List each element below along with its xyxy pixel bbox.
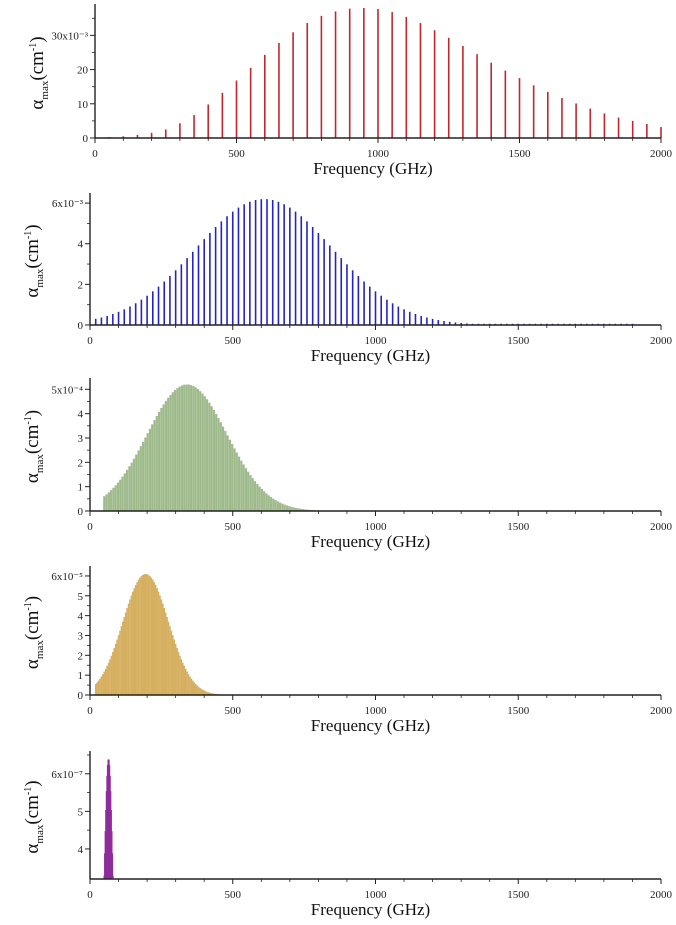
x-tick-label: 1000	[367, 148, 390, 160]
y-tick-label: 4	[78, 611, 84, 623]
y-tick-label: 3	[78, 630, 84, 642]
y-tick-label: 10	[77, 99, 89, 111]
y-tick-label: 0	[83, 133, 89, 145]
x-tick-label: 1000	[365, 335, 388, 347]
x-tick-label: 0	[92, 148, 98, 160]
x-tick-label: 500	[225, 521, 242, 533]
y-tick-label: 6x10⁻⁵	[51, 571, 83, 583]
chart-panel-4: 0 500 1000 1500 2000 0 1 2 3 4 5 6x10⁻⁵ Frequency (G…	[0, 555, 676, 740]
x-tick-label: 500	[225, 889, 242, 901]
chart-4: 0 500 1000 1500 2000 0 1 2 3 4 5 6x10⁻⁵ Frequency (G…	[22, 566, 673, 735]
x-tick-label: 0	[87, 521, 93, 533]
x-tick-label: 500	[225, 705, 242, 717]
chart-5: 0 500 1000 1500 2000 4 5 6x10⁻⁷ Frequency (GHz) α…	[22, 751, 673, 919]
chart-2: 0 500 1000 1500 2000 0 2 4 6x10⁻³ Frequency (GHz)…	[22, 193, 673, 365]
x-tick-label: 2000	[650, 335, 673, 347]
x-tick-label: 500	[228, 148, 245, 160]
x-tick-label: 0	[87, 705, 93, 717]
chart-panel-1: 0 500 1000 1500 2000 0 10 20 30x10⁻³ Frequency (G…	[0, 0, 676, 185]
y-tick-label: 0	[78, 690, 84, 702]
chart-1: 0 500 1000 1500 2000 0 10 20 30x10⁻³ Frequency (G…	[27, 4, 673, 178]
y-tick-label: 20	[77, 65, 89, 77]
y-axis-label: αmax(cm-1)	[22, 224, 46, 297]
y-tick-label: 4	[78, 239, 84, 251]
x-axis-label: Frequency (GHz)	[311, 532, 430, 551]
y-tick-label: 0	[78, 506, 84, 518]
x-tick-label: 2000	[650, 148, 673, 160]
x-axis-label: Frequency (GHz)	[311, 346, 430, 365]
x-axis-label: Frequency (GHz)	[311, 716, 430, 735]
y-tick-label: 3	[78, 433, 84, 445]
x-tick-label: 0	[87, 335, 93, 347]
y-tick-label: 1	[78, 670, 84, 682]
x-tick-label: 1000	[365, 889, 388, 901]
x-tick-label: 0	[87, 889, 93, 901]
x-tick-label: 2000	[650, 705, 673, 717]
y-tick-label: 6x10⁻⁷	[51, 769, 83, 781]
y-tick-label: 5x10⁻⁴	[51, 384, 83, 396]
x-axis-label: Frequency (GHz)	[311, 900, 430, 919]
x-tick-label: 2000	[650, 889, 673, 901]
y-tick-label: 0	[78, 320, 84, 332]
x-tick-label: 1500	[507, 705, 530, 717]
x-tick-label: 2000	[650, 521, 673, 533]
x-tick-label: 1500	[507, 335, 530, 347]
bars	[103, 759, 114, 879]
x-tick-label: 1500	[509, 148, 532, 160]
x-tick-label: 1000	[365, 705, 388, 717]
y-tick-label: 30x10⁻³	[51, 30, 88, 42]
y-tick-label: 4	[78, 409, 84, 421]
x-axis-label: Frequency (GHz)	[313, 159, 432, 178]
chart-3: 0 500 1000 1500 2000 0 1 2 3 4 5x10⁻⁴ Frequency (GH…	[22, 378, 673, 551]
x-tick-label: 1500	[507, 889, 530, 901]
bars	[108, 8, 662, 138]
x-tick-label: 1000	[365, 521, 388, 533]
chart-panel-3: 0 500 1000 1500 2000 0 1 2 3 4 5x10⁻⁴ Frequency (GH…	[0, 370, 676, 555]
y-tick-label: 1	[78, 482, 84, 494]
y-axis-label: αmax(cm-1)	[22, 596, 46, 669]
y-axis-label: αmax(cm-1)	[27, 36, 51, 109]
chart-panel-5: 0 500 1000 1500 2000 4 5 6x10⁻⁷ Frequency (GHz) α…	[0, 740, 676, 925]
y-tick-label: 4	[78, 844, 84, 856]
y-tick-label: 5	[78, 806, 84, 818]
bars	[94, 199, 634, 325]
x-tick-label: 500	[225, 335, 242, 347]
y-axis-label: αmax(cm-1)	[22, 780, 46, 853]
chart-panel-2: 0 500 1000 1500 2000 0 2 4 6x10⁻³ Frequency (GHz)…	[0, 185, 676, 370]
y-tick-label: 6x10⁻³	[52, 198, 84, 210]
bars	[94, 573, 228, 695]
y-tick-label: 2	[78, 279, 84, 291]
x-tick-label: 1500	[507, 521, 530, 533]
bars	[103, 384, 337, 511]
y-tick-label: 2	[78, 457, 84, 469]
y-tick-label: 5	[78, 591, 84, 603]
y-tick-label: 2	[78, 650, 84, 662]
y-axis-label: αmax(cm-1)	[22, 410, 46, 483]
